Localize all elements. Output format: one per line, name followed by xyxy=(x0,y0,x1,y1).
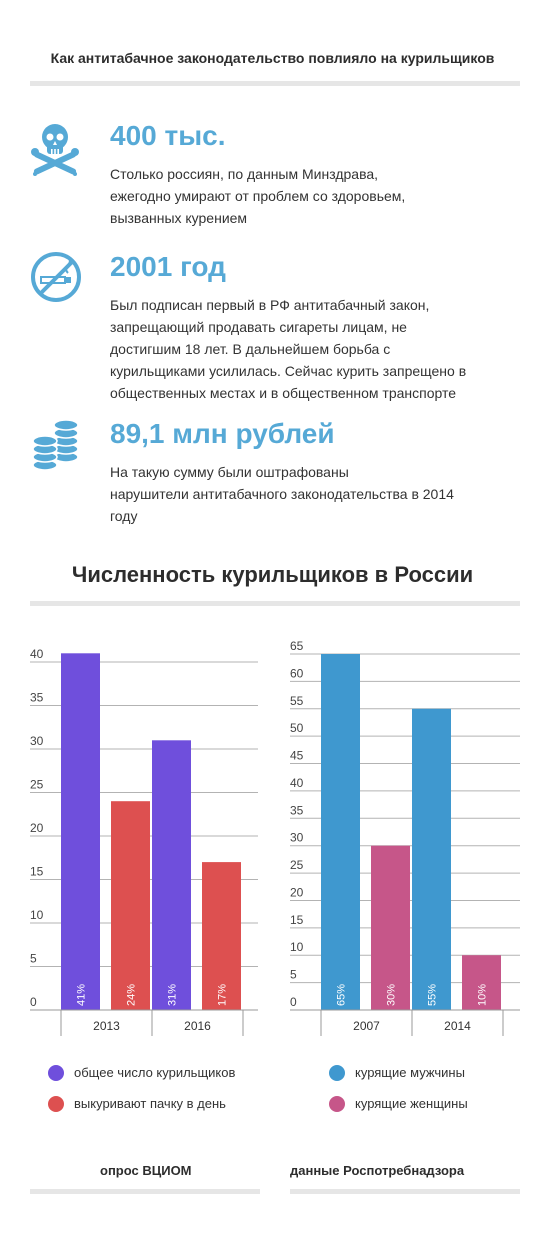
smokers-survey-chart: 0 5 10 15 20 25 30 35 40 41% 24% 31% 17% 2013 2016 xyxy=(30,647,258,1036)
bar-value-label: 17% xyxy=(217,984,229,1006)
fact-line: ежегодно умирают от проблем со здоровьем… xyxy=(110,188,406,204)
fact-line: году xyxy=(110,508,138,524)
x-tick-label: 2013 xyxy=(93,1019,120,1033)
bar xyxy=(152,740,191,1010)
bar xyxy=(412,708,451,1010)
legend-label: выкуривают пачку в день xyxy=(74,1096,226,1111)
bar-value-label: 55% xyxy=(427,984,439,1006)
smokers-gender-chart: 0 5 10 15 20 25 30 35 40 45 50 55 60 65 65% 30% 55% 10% 20… xyxy=(290,639,520,1036)
y-tick-label: 45 xyxy=(290,749,304,763)
legend-swatch xyxy=(329,1065,345,1081)
section-divider xyxy=(30,601,520,606)
fact-number: 400 тыс. xyxy=(110,120,226,151)
bar xyxy=(371,845,410,1010)
y-tick-label: 15 xyxy=(30,865,44,879)
fact-number: 2001 год xyxy=(110,251,226,282)
y-tick-label: 10 xyxy=(30,908,44,922)
fact-line: вызванных курением xyxy=(110,210,248,226)
source-left: опрос ВЦИОМ xyxy=(100,1163,192,1178)
y-tick-label: 50 xyxy=(290,721,304,735)
footer-divider-right xyxy=(290,1189,520,1194)
y-tick-label: 20 xyxy=(30,821,44,835)
fact-deaths: 400 тыс. Столько россиян, по данным Минз… xyxy=(110,120,530,229)
bar xyxy=(202,862,241,1010)
fact-law: 2001 год Был подписан первый в РФ антита… xyxy=(110,251,530,404)
x-tick-label: 2014 xyxy=(444,1019,471,1033)
bar-value-label: 65% xyxy=(336,984,348,1006)
y-tick-label: 35 xyxy=(30,691,44,705)
fact-line: нарушители антитабачного законодательств… xyxy=(110,486,454,502)
bar-value-label: 30% xyxy=(386,984,398,1006)
y-tick-label: 40 xyxy=(30,647,44,661)
y-tick-label: 30 xyxy=(290,831,304,845)
fact-line: На такую сумму были оштрафованы xyxy=(110,464,349,480)
y-tick-label: 10 xyxy=(290,940,304,954)
y-tick-label: 5 xyxy=(290,968,297,982)
page-title: Как антитабачное законодательство повлия… xyxy=(50,50,495,66)
coin-stacks-icon xyxy=(30,419,82,471)
section-title: Численность курильщиков в России xyxy=(71,562,474,587)
y-tick-label: 0 xyxy=(30,995,37,1009)
legend-label: курящие женщины xyxy=(355,1096,468,1111)
bar xyxy=(111,801,150,1010)
y-tick-label: 30 xyxy=(30,734,44,748)
source-right: данные Роспотребнадзора xyxy=(290,1163,465,1178)
bar-value-label: 41% xyxy=(76,984,88,1006)
footer-divider-left xyxy=(30,1189,260,1194)
fact-fines: 89,1 млн рублей На такую сумму были оштр… xyxy=(110,418,530,527)
legend-swatch xyxy=(329,1096,345,1112)
y-tick-label: 25 xyxy=(30,778,44,792)
fact-number: 89,1 млн рублей xyxy=(110,418,335,449)
y-tick-label: 15 xyxy=(290,913,304,927)
fact-description: Был подписан первый в РФ антитабачный за… xyxy=(110,294,530,404)
legend-swatch xyxy=(48,1065,64,1081)
legend-swatch xyxy=(48,1096,64,1112)
y-tick-label: 0 xyxy=(290,995,297,1009)
fact-line: Столько россиян, по данным Минздрава, xyxy=(110,166,379,182)
fact-description: На такую сумму были оштрафованы нарушите… xyxy=(110,461,530,527)
legend-label: общее число курильщиков xyxy=(74,1065,236,1080)
y-tick-label: 55 xyxy=(290,694,304,708)
title-divider xyxy=(30,81,520,86)
bar xyxy=(321,654,360,1010)
skull-crossbones-icon xyxy=(30,122,80,176)
bar-value-label: 24% xyxy=(126,984,138,1006)
legend-label: курящие мужчины xyxy=(355,1065,465,1080)
y-tick-label: 65 xyxy=(290,639,304,653)
fact-description: Столько россиян, по данным Минздрава, еж… xyxy=(110,163,530,229)
fact-line: курильщиками усилилась. Сейчас курить за… xyxy=(110,363,467,379)
legend-left: общее число курильщиков выкуривают пачку… xyxy=(48,1065,268,1115)
bar xyxy=(61,653,100,1010)
fact-line: общественных местах и в общественном тра… xyxy=(110,385,457,401)
y-tick-label: 60 xyxy=(290,666,304,680)
y-tick-label: 5 xyxy=(30,952,37,966)
bar-value-label: 10% xyxy=(477,984,489,1006)
fact-line: запрещающий продавать сигареты лицам, не xyxy=(110,319,407,335)
bar-value-label: 31% xyxy=(167,984,179,1006)
x-tick-label: 2007 xyxy=(353,1019,380,1033)
y-tick-label: 25 xyxy=(290,858,304,872)
x-tick-label: 2016 xyxy=(184,1019,211,1033)
bar xyxy=(462,955,501,1010)
no-smoking-icon xyxy=(30,251,82,303)
y-tick-label: 40 xyxy=(290,776,304,790)
fact-line: Был подписан первый в РФ антитабачный за… xyxy=(110,297,430,313)
fact-line: достигшим 18 лет. В дальнейшем борьба с xyxy=(110,341,391,357)
y-tick-label: 20 xyxy=(290,885,304,899)
y-tick-label: 35 xyxy=(290,803,304,817)
legend-right: курящие мужчины курящие женщины xyxy=(329,1065,529,1115)
